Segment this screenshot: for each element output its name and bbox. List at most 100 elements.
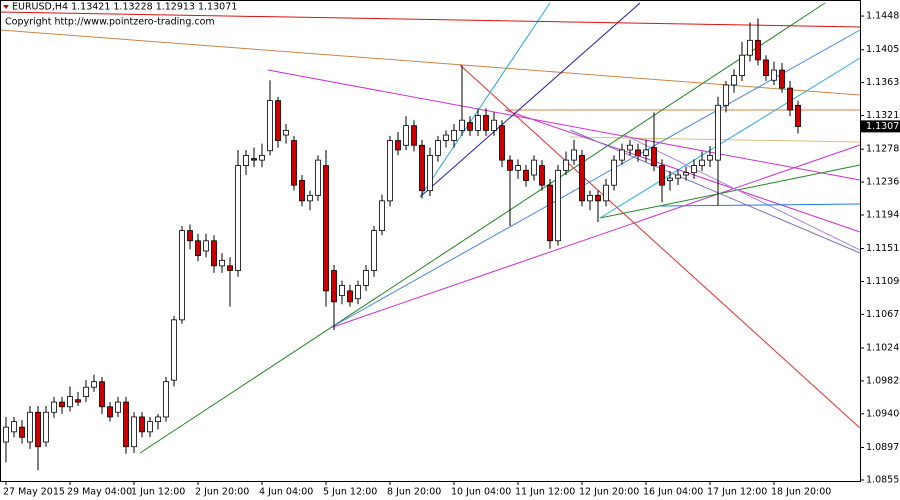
candle-body [539,165,545,186]
copyright: Copyright http://www.pointzero-trading.c… [5,17,215,28]
x-tick-label: 2 Jun 20:00 [195,487,249,498]
y-tick-label: 1.08555 [866,474,900,485]
trendline [599,164,861,219]
candle-body [291,140,297,186]
y-tick-label: 1.08970 [866,442,900,453]
candle-body [307,194,313,202]
candle-body [627,144,633,151]
candle-body [211,240,217,267]
candle-body [739,54,745,76]
candle-body [27,411,33,443]
candle-body [43,411,49,443]
candle-body [67,396,73,408]
header: EURUSD,H4 1.13421 1.13228 1.12913 1.1307… [12,2,237,13]
candle-body [331,270,337,303]
candle-body [203,240,209,252]
candle-body [707,155,713,161]
candle-body [659,165,665,186]
candle-body [83,386,89,397]
y-tick-label: 1.12780 [866,144,900,155]
y-tick-label: 1.10670 [866,309,900,320]
trendline [659,203,861,207]
x-tick-label: 16 Jun 04:00 [643,487,703,498]
candle-body [171,319,177,381]
trendline [599,57,861,219]
candle-body [3,426,9,443]
candle-body [299,180,305,202]
trendline [329,144,861,329]
candle-body [387,140,393,202]
candle-body [587,194,593,202]
candle-body [603,184,609,202]
candle-body [163,381,169,418]
trendline [0,11,861,28]
candle-body [403,125,409,146]
candle-body [155,416,161,423]
candle-body [363,270,369,286]
y-tick-label: 1.11090 [866,276,900,287]
candle-body [723,84,729,106]
candle-body [243,155,249,167]
candle-body [763,59,769,76]
candle-body [251,158,257,161]
candle-body [515,165,521,171]
candle-body [35,411,41,448]
y-tick-label: 1.14050 [866,44,900,55]
candle-body [235,165,241,271]
candle-body [323,165,329,292]
candle-body [379,200,385,231]
candle-body [483,115,489,131]
candle-body [395,140,401,151]
candle-body [59,401,65,408]
x-tick-label: 29 May 04:00 [67,487,132,498]
candle-body [499,125,505,161]
candle-body [523,169,529,181]
candle-body [491,119,497,131]
candle-body [555,169,561,242]
x-tick-label: 12 Jun 20:00 [579,487,639,498]
candle-body [547,184,553,242]
candle-body [651,147,657,167]
plot-border [0,0,861,482]
x-tick-label: 8 Jun 20:00 [387,487,441,498]
candle-body [123,401,129,448]
trendline [569,136,861,143]
candle-body [635,149,641,156]
candle-body [11,421,17,433]
y-tick-label: 1.11940 [866,209,900,220]
candle-body [579,155,585,202]
candle-body [683,172,689,176]
candle-body [619,149,625,161]
trendline [569,129,861,254]
candle-body [147,421,153,433]
y-tick-label: 1.10240 [866,343,900,354]
candle-body [715,104,721,161]
candle-body [427,155,433,192]
x-tick-label: 11 Jun 12:00 [515,487,575,498]
candle-body [667,177,673,181]
candle-body [91,381,97,388]
current-price-label: 1.13071 [866,121,900,132]
x-tick-label: 10 Jun 04:00 [451,487,511,498]
candle-body [115,401,121,413]
trendline [419,2,551,198]
header-arrow [3,5,9,9]
trendline [139,2,826,454]
candle-body [227,265,233,271]
candle-body [99,381,105,408]
candle-body [467,122,473,131]
candle-body [435,140,441,156]
candle-body [275,100,281,141]
candle-body [283,129,289,136]
candle-body [371,230,377,271]
trendline [624,134,861,251]
candle-body [691,165,697,174]
candle-body [731,75,737,86]
candle-body [355,285,361,300]
y-tick-label: 1.09400 [866,408,900,419]
x-tick-label: 27 May 2015 [3,487,65,498]
x-tick-label: 18 Jun 20:00 [771,487,831,498]
